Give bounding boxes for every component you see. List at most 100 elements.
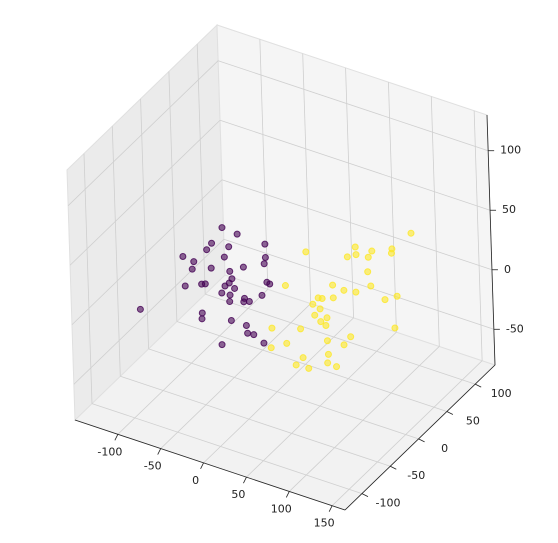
grid-line: [111, 126, 121, 377]
grid-line: [91, 403, 363, 494]
point: [333, 363, 341, 371]
point: [226, 291, 234, 299]
x-tick-label: 0: [192, 474, 199, 487]
point: [351, 243, 359, 251]
y-tick-label: 100: [491, 387, 512, 400]
z-axis: [486, 114, 496, 366]
point: [198, 309, 206, 317]
point: [226, 267, 234, 275]
point: [329, 281, 337, 289]
point: [240, 298, 248, 306]
point: [324, 359, 332, 367]
point: [329, 294, 337, 302]
point: [299, 354, 307, 362]
point: [242, 322, 250, 330]
point: [352, 251, 360, 259]
y-tick-label: -50: [407, 469, 425, 482]
z-tick-label: 0: [504, 263, 511, 276]
point: [203, 246, 211, 254]
x-tick-label: -100: [97, 445, 122, 458]
x-axis: [74, 419, 346, 511]
tick-mark: [361, 493, 369, 497]
point: [352, 288, 360, 296]
point: [181, 282, 189, 290]
point: [244, 329, 252, 337]
y-tick-label: 50: [466, 415, 480, 428]
point: [407, 229, 415, 237]
point: [368, 247, 376, 255]
point: [324, 350, 332, 358]
point: [343, 253, 351, 261]
grid-line: [148, 348, 419, 440]
point: [323, 314, 331, 322]
point: [188, 265, 196, 273]
point: [311, 311, 319, 319]
y-axis: [344, 364, 496, 511]
grid-line: [345, 67, 354, 318]
point: [239, 263, 247, 271]
grid-line: [205, 293, 476, 385]
point: [281, 282, 289, 290]
point: [292, 361, 300, 369]
x-tick-label: 50: [231, 488, 245, 501]
point: [190, 258, 198, 266]
grid-line: [71, 179, 223, 326]
point: [340, 286, 348, 294]
point: [225, 243, 233, 251]
point: [283, 339, 291, 347]
point: [260, 339, 268, 347]
point: [220, 253, 228, 261]
tick-mark: [243, 476, 247, 484]
z-tick-label: 50: [502, 203, 516, 216]
y-tick-label: 0: [441, 442, 448, 455]
point: [393, 292, 401, 300]
point: [260, 260, 268, 268]
grid-line: [69, 119, 221, 266]
point: [226, 298, 234, 306]
tick-mark: [418, 438, 425, 443]
grid-line: [67, 60, 219, 207]
grid-line: [246, 331, 397, 478]
grid-line: [176, 321, 448, 412]
point: [381, 296, 389, 304]
point: [207, 264, 215, 272]
x-tick-label: 100: [271, 502, 292, 515]
point: [391, 324, 399, 332]
grid-line: [388, 82, 397, 333]
point: [340, 341, 348, 349]
point: [198, 315, 206, 323]
point: [261, 240, 269, 248]
point: [218, 224, 226, 232]
tick-mark: [200, 462, 204, 470]
point: [316, 305, 324, 313]
point: [258, 291, 266, 299]
point: [198, 280, 206, 288]
point: [309, 300, 317, 308]
point: [227, 317, 235, 325]
y-tick-label: -100: [375, 497, 400, 510]
grid-line: [331, 360, 483, 507]
point: [231, 284, 239, 292]
grid-line: [289, 346, 440, 492]
point: [225, 279, 233, 287]
point: [218, 289, 226, 297]
grid-line: [117, 288, 269, 435]
grid-line: [223, 238, 494, 330]
point: [297, 325, 305, 333]
grid-line: [473, 110, 483, 361]
point: [364, 268, 372, 276]
point: [364, 253, 372, 261]
grid-line: [259, 39, 269, 290]
point: [305, 364, 313, 372]
x-tick-label: 150: [314, 517, 335, 530]
z-tick-label: -50: [506, 322, 524, 335]
tick-mark: [285, 491, 290, 498]
point: [218, 341, 226, 349]
point: [261, 254, 269, 262]
grid-line: [218, 60, 489, 152]
z-tick-label: 100: [500, 144, 521, 157]
point: [179, 252, 187, 260]
tick-mark: [390, 465, 397, 470]
